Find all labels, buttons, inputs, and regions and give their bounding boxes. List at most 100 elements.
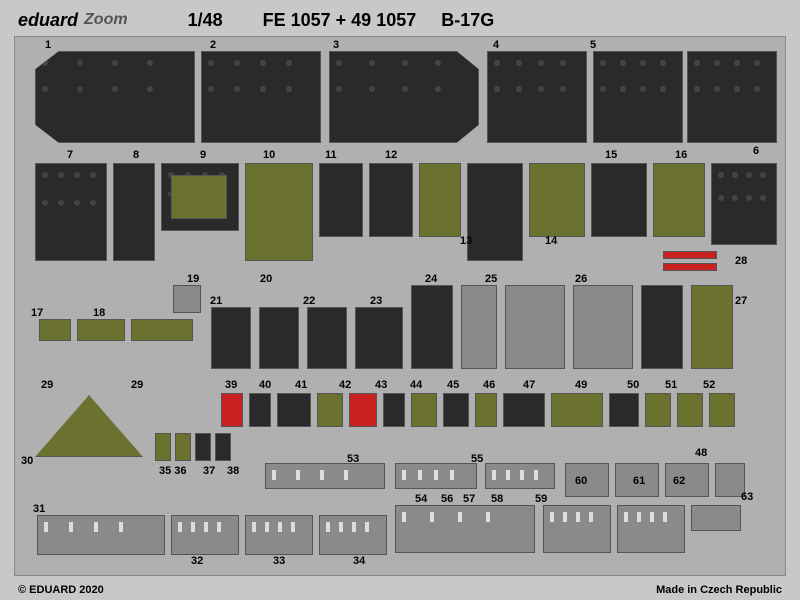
gauge-dot	[402, 60, 408, 66]
panel-part	[383, 393, 405, 427]
part-number: 56	[441, 493, 453, 505]
panel-part	[221, 393, 243, 427]
switch-icon	[637, 512, 641, 522]
gauge-dot	[734, 60, 740, 66]
panel-part	[201, 51, 321, 143]
panel-part	[175, 433, 191, 461]
part-number: 24	[425, 273, 437, 285]
gauge-dot	[77, 60, 83, 66]
gauge-dot	[620, 86, 626, 92]
part-number: 12	[385, 149, 397, 161]
part-number: 27	[735, 295, 747, 307]
switch-icon	[320, 470, 324, 480]
gauge-dot	[147, 86, 153, 92]
part-number: 17	[31, 307, 43, 319]
panel-part	[395, 505, 535, 553]
part-number: 46	[483, 379, 495, 391]
part-number: 54	[415, 493, 427, 505]
part-number: 45	[447, 379, 459, 391]
part-number: 23	[370, 295, 382, 307]
panel-part	[245, 515, 313, 555]
panel-part	[475, 393, 497, 427]
part-number: 29	[131, 379, 143, 391]
switch-icon	[252, 522, 256, 532]
part-number: 37	[203, 465, 215, 477]
gauge-dot	[77, 86, 83, 92]
gauge-dot	[369, 60, 375, 66]
switch-icon	[352, 522, 356, 532]
switch-icon	[119, 522, 123, 532]
part-number: 61	[633, 475, 645, 487]
gauge-dot	[336, 86, 342, 92]
switch-icon	[430, 512, 434, 522]
panel-part	[195, 433, 211, 461]
gauge-dot	[74, 172, 80, 178]
switch-icon	[663, 512, 667, 522]
part-number: 49	[575, 379, 587, 391]
gauge-dot	[746, 195, 752, 201]
gauge-dot	[435, 86, 441, 92]
switch-icon	[434, 470, 438, 480]
switch-icon	[278, 522, 282, 532]
gauge-dot	[560, 60, 566, 66]
part-number: 43	[375, 379, 387, 391]
panel-part	[665, 463, 709, 497]
switch-icon	[296, 470, 300, 480]
gauge-dot	[402, 86, 408, 92]
gauge-dot	[694, 60, 700, 66]
panel-part	[319, 163, 363, 237]
gauge-dot	[714, 60, 720, 66]
part-number: 51	[665, 379, 677, 391]
gauge-dot	[147, 60, 153, 66]
panel-part	[529, 163, 585, 237]
model-name: B-17G	[441, 10, 494, 31]
gauge-dot	[42, 172, 48, 178]
gauge-dot	[42, 60, 48, 66]
made-in: Made in Czech Republic	[656, 584, 782, 596]
switch-icon	[217, 522, 221, 532]
gauge-dot	[718, 172, 724, 178]
part-number: 6	[753, 145, 759, 157]
gauge-dot	[90, 200, 96, 206]
gauge-dot	[494, 86, 500, 92]
switch-icon	[191, 522, 195, 532]
scale-label: 1/48	[188, 10, 223, 31]
switch-icon	[520, 470, 524, 480]
panel-part	[691, 505, 741, 531]
copyright: © EDUARD 2020	[18, 584, 104, 596]
panel-part	[443, 393, 469, 427]
panel-part	[609, 393, 639, 427]
switch-icon	[563, 512, 567, 522]
part-number: 63	[741, 491, 753, 503]
panel-part	[35, 51, 195, 143]
part-number: 15	[605, 149, 617, 161]
gauge-dot	[754, 60, 760, 66]
gauge-dot	[714, 86, 720, 92]
gauge-dot	[112, 86, 118, 92]
panel-part	[653, 163, 705, 237]
panel-part	[663, 251, 717, 259]
gauge-dot	[336, 60, 342, 66]
part-number: 35 36	[159, 465, 187, 477]
panel-part	[419, 163, 461, 237]
part-number: 3	[333, 39, 339, 51]
switch-icon	[506, 470, 510, 480]
part-number: 47	[523, 379, 535, 391]
panel-part	[411, 285, 453, 369]
part-number: 18	[93, 307, 105, 319]
gauge-dot	[640, 60, 646, 66]
switch-icon	[291, 522, 295, 532]
part-number: 1	[45, 39, 51, 51]
part-number: 59	[535, 493, 547, 505]
panel-part	[77, 319, 125, 341]
gauge-dot	[718, 195, 724, 201]
brand-logo: eduard	[18, 10, 78, 31]
switch-icon	[69, 522, 73, 532]
part-number: 19	[187, 273, 199, 285]
gauge-dot	[42, 86, 48, 92]
gauge-dot	[234, 86, 240, 92]
panel-part	[329, 51, 479, 143]
panel-part	[155, 433, 171, 461]
panel-part	[349, 393, 377, 427]
switch-icon	[402, 512, 406, 522]
